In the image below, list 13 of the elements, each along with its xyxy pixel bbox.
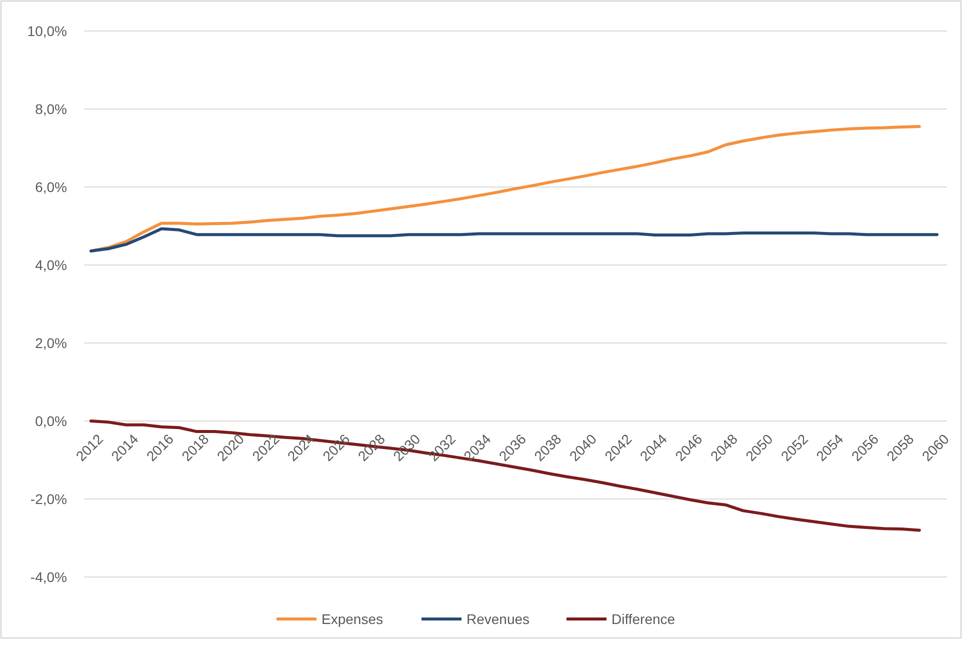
y-tick-label: 0,0%: [35, 412, 67, 429]
y-tick-label: -4,0%: [30, 568, 67, 585]
line-series: [90, 125, 921, 252]
legend-label: Revenues: [466, 610, 530, 627]
y-tick-label: 10,0%: [27, 22, 67, 39]
y-tick-label: 8,0%: [35, 100, 67, 117]
legend-label: Difference: [612, 610, 676, 627]
legend-label: Expenses: [322, 610, 383, 627]
y-tick-label: 2,0%: [35, 334, 67, 351]
y-tick-label: 6,0%: [35, 178, 67, 195]
y-tick-label: 4,0%: [35, 256, 67, 273]
line-series: [90, 227, 938, 252]
y-tick-label: -2,0%: [30, 490, 67, 507]
